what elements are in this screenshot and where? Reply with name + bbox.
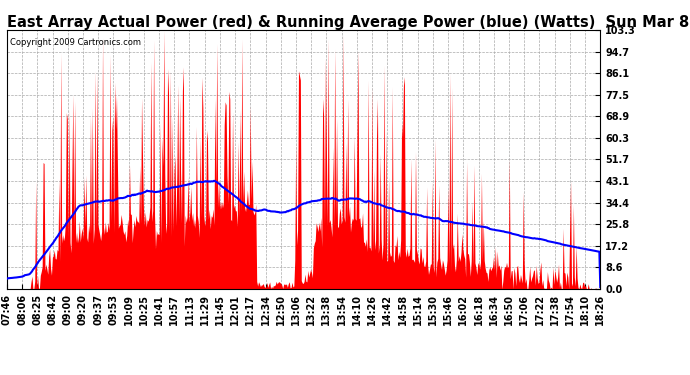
Text: Copyright 2009 Cartronics.com: Copyright 2009 Cartronics.com — [10, 38, 141, 47]
Text: East Array Actual Power (red) & Running Average Power (blue) (Watts)  Sun Mar 8 : East Array Actual Power (red) & Running … — [7, 15, 690, 30]
